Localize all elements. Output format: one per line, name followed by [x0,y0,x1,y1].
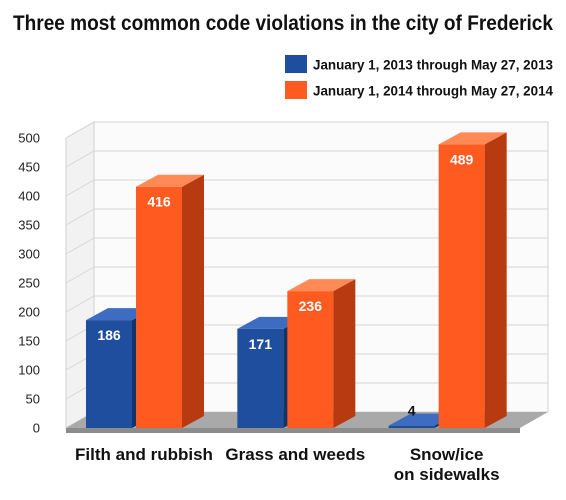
y-tick-label: 300 [18,247,40,262]
data-label: 4 [408,403,416,419]
y-tick-label: 250 [18,276,40,291]
bar-top-2 [136,174,204,187]
y-tick-label: 350 [18,218,40,233]
y-tick-label: 500 [18,131,40,146]
bar-front-1 [237,328,284,428]
y-tick-label: 150 [18,334,40,349]
gridline [65,208,548,226]
bar-front-2 [136,186,182,428]
y-tick-label: 400 [18,189,40,204]
bar-side-2 [182,174,204,428]
legend-label-2: January 1, 2014 through May 27, 2014 [313,84,553,99]
category-label: Grass and weeds [225,445,365,464]
bar-side-2 [333,279,356,428]
bar-front-2 [438,144,485,428]
bar-front-2 [287,291,334,428]
data-label: 416 [147,194,171,210]
category-label: Snow/ice [410,445,484,464]
y-tick-label: 100 [18,363,40,378]
legend: January 1, 2013 through May 27, 2013 Janu… [285,55,553,99]
gridline [65,121,548,139]
gridline [65,150,548,168]
legend-label-1: January 1, 2013 through May 27, 2013 [313,58,553,73]
chart-title: Three most common code violations in the… [13,12,553,35]
legend-swatch-1 [285,55,307,73]
bar-front-1 [86,320,132,428]
gridline [65,237,548,255]
floor-edge [66,428,520,433]
y-tick-label: 50 [26,392,40,407]
data-label: 171 [249,336,273,352]
y-tick-label: 0 [33,421,40,436]
category-label: Filth and rubbish [75,445,213,464]
data-label: 236 [299,298,323,314]
bar-front-1 [388,425,435,428]
data-label: 186 [97,327,121,343]
bar-side-2 [484,132,507,428]
y-tick-label: 200 [18,305,40,320]
gridline [65,295,548,313]
y-tick-label: 450 [18,160,40,175]
data-label: 489 [450,151,474,167]
legend-swatch-2 [285,81,307,99]
bar-top-2 [287,279,356,292]
gridline [65,266,548,284]
bar-top-2 [438,132,507,145]
gridline [65,179,548,197]
plot-area: 0 50 100 150 200 250 300 350 400 450 500 186 416 Filt… [18,121,549,484]
category-label: on sidewalks [394,465,500,484]
